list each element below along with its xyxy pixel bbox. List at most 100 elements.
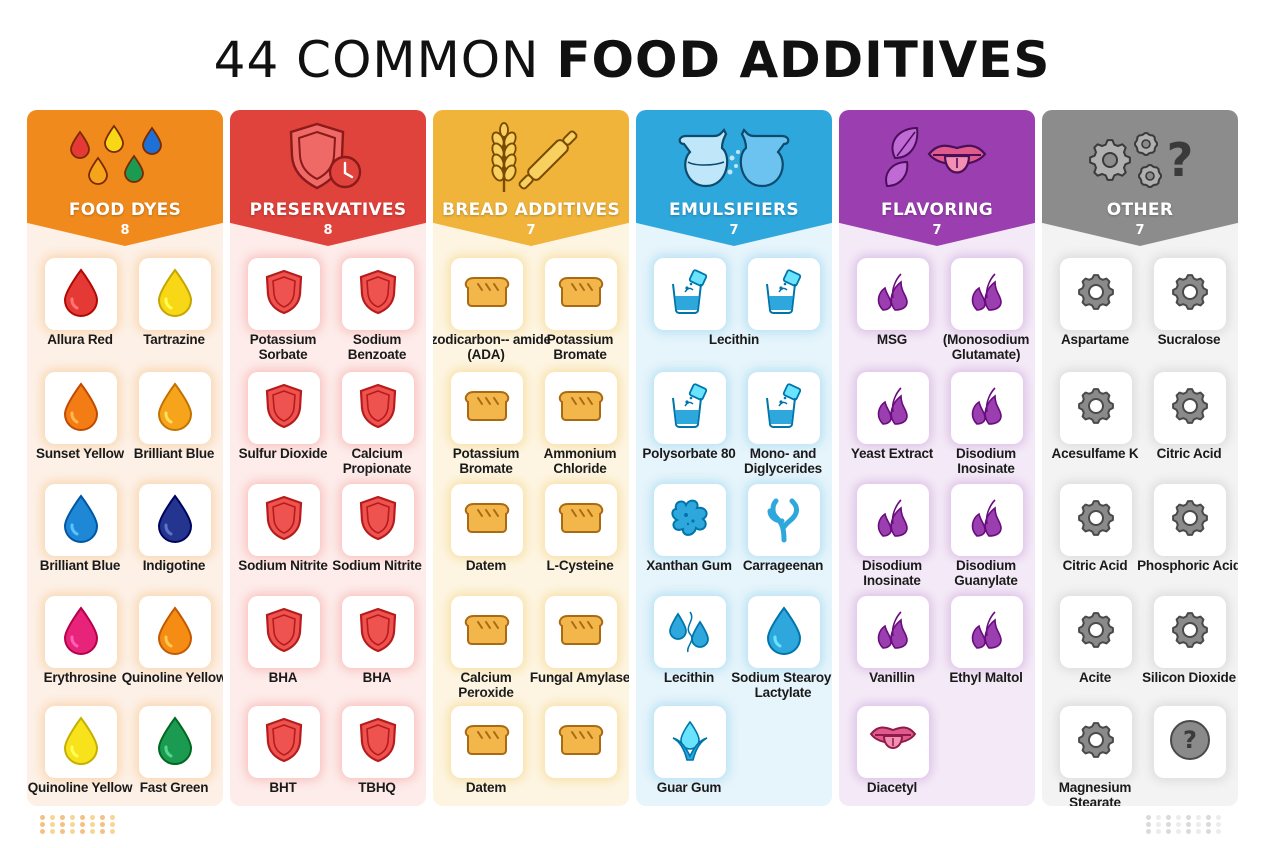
additive-item: Disodium Guanylate [941, 484, 1031, 590]
additive-label: Acite [1078, 670, 1111, 685]
dot [1216, 815, 1221, 820]
additive-label: Potassium Bromate [452, 446, 520, 476]
additive-item [644, 258, 734, 364]
additive-label: Disodium Inosinate [956, 446, 1016, 476]
additive-label: Sodium Stearoyl Lactylate [731, 670, 832, 700]
category-columns: FOOD DYES 8 Allura Red Tartrazine Sunset Yel… [27, 110, 1239, 806]
dot [90, 829, 95, 834]
dot [1166, 815, 1171, 820]
column-title: FOOD DYES [68, 200, 182, 220]
dot [1176, 815, 1181, 820]
seaweed-icon [762, 493, 806, 548]
dot [1186, 822, 1191, 827]
dot [1166, 829, 1171, 834]
splat-icon [666, 495, 714, 546]
additive-tile [1154, 258, 1226, 330]
additive-label: Ethyl Maltol [949, 670, 1023, 685]
drop-icon [153, 381, 197, 436]
additive-tile [45, 372, 117, 444]
additive-label: Tartrazine [143, 332, 205, 347]
additive-label: Carrageenan [742, 558, 824, 573]
column-header: BREAD ADDITIVES 7 [433, 110, 629, 246]
pitchers-icon [636, 118, 832, 198]
additive-tile [748, 596, 820, 668]
additive-label: Erythrosine [43, 670, 117, 685]
additive-label: Magnesium Stearate [1058, 780, 1132, 806]
column-count: 7 [526, 223, 536, 238]
additive-item: Polysorbate 80 [642, 372, 736, 478]
additive-tile [654, 372, 726, 444]
shield-icon [357, 382, 399, 435]
dot [1206, 822, 1211, 827]
additive-item: Ethyl Maltol [941, 596, 1031, 702]
column-items: Allura Red Tartrazine Sunset Yellow Brillia… [27, 246, 223, 806]
additive-tile: ? [1154, 706, 1226, 778]
powder-glass-icon [665, 382, 715, 435]
dot [50, 822, 55, 827]
dot [80, 815, 85, 820]
decorative-dots-right [1146, 815, 1224, 834]
dot [1146, 815, 1151, 820]
additive-tile [139, 706, 211, 778]
drop-icon [59, 267, 103, 322]
additive-item: BHA [332, 596, 422, 702]
drop-icon [153, 493, 197, 548]
dot [1206, 829, 1211, 834]
drop-icon [59, 493, 103, 548]
dot [70, 822, 75, 827]
decorative-dots-left [40, 815, 118, 834]
additive-tile [1060, 596, 1132, 668]
additive-item: Guar Gum [644, 706, 734, 806]
additive-item: Brilliant Blue [35, 484, 125, 590]
additive-tile [857, 596, 929, 668]
additive-label: Xanthan Gum [646, 558, 732, 573]
additive-tile [654, 484, 726, 556]
additive-item: Indigotine [129, 484, 219, 590]
additive-label: Aspartame [1061, 332, 1129, 347]
dot [110, 815, 115, 820]
drop-icon [153, 715, 197, 770]
column-header: EMULSIFIERS 7 [636, 110, 832, 246]
additive-label: Mono- and Diglycerides [744, 446, 822, 476]
aroma-icon [871, 268, 915, 321]
additive-item: Calcium Peroxide [441, 596, 531, 702]
additive-item: Brilliant Blue [129, 372, 219, 478]
drop-icon [59, 605, 103, 660]
additive-tile [248, 258, 320, 330]
dot [110, 822, 115, 827]
additive-tile [248, 372, 320, 444]
additive-item: Allura Red [35, 258, 125, 364]
column-header: FLAVORING 7 [839, 110, 1035, 246]
additive-label: BHA [268, 670, 298, 685]
additive-label: Silicon Dioxide [1142, 670, 1236, 685]
additive-item: Potassium Sorbate [238, 258, 328, 364]
additive-label: Sucralose [1157, 332, 1221, 347]
additive-item: Potassium Bromate [535, 258, 625, 364]
additive-item: Potassium Bromate [441, 372, 531, 478]
shield-icon [357, 606, 399, 659]
additive-tile [951, 258, 1023, 330]
aroma-icon [871, 382, 915, 435]
additive-tile [1060, 372, 1132, 444]
additive-tile [139, 258, 211, 330]
additive-label: Phosphoric Acid [1137, 558, 1238, 573]
additive-label: Potassium Sorbate [249, 332, 317, 362]
additive-tile [1154, 484, 1226, 556]
dot [110, 829, 115, 834]
dot [60, 829, 65, 834]
dot [70, 829, 75, 834]
shield-clock-icon [230, 118, 426, 198]
svg-text:?: ? [1183, 726, 1197, 754]
additive-item: ? [1144, 706, 1234, 806]
additive-label: Sodium Nitrite [332, 558, 422, 573]
additive-label: Yeast Extract [850, 446, 934, 461]
dot [1176, 822, 1181, 827]
dot [1166, 822, 1171, 827]
dot [60, 822, 65, 827]
bread-icon [462, 720, 512, 765]
dot [1146, 829, 1151, 834]
additive-tile [545, 372, 617, 444]
additive-label: Sulfur Dioxide [238, 446, 328, 461]
drops-icon [27, 118, 223, 198]
additive-item: Datem [441, 706, 531, 806]
